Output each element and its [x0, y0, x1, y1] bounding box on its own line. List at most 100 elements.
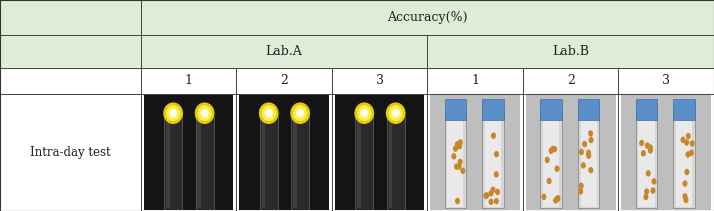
Circle shape — [586, 152, 591, 159]
Circle shape — [689, 150, 694, 156]
Bar — [618, 68, 714, 94]
Text: 2: 2 — [280, 74, 288, 87]
Text: 2: 2 — [567, 74, 575, 87]
Bar — [236, 94, 332, 211]
Circle shape — [457, 143, 462, 150]
Circle shape — [484, 192, 489, 199]
Text: 1: 1 — [471, 74, 479, 87]
Bar — [445, 109, 466, 208]
Circle shape — [644, 188, 649, 195]
Bar — [0, 68, 141, 94]
Bar — [635, 109, 658, 208]
Bar — [427, 94, 523, 211]
Bar — [523, 68, 618, 94]
Bar — [236, 68, 332, 94]
Text: 1: 1 — [184, 74, 193, 87]
Circle shape — [541, 194, 546, 200]
Bar — [0, 0, 141, 35]
Circle shape — [495, 189, 500, 195]
Circle shape — [578, 188, 583, 195]
Circle shape — [451, 153, 456, 160]
Circle shape — [586, 150, 591, 156]
Ellipse shape — [361, 109, 368, 118]
FancyBboxPatch shape — [540, 99, 562, 120]
Circle shape — [645, 170, 650, 177]
Circle shape — [555, 196, 560, 202]
Bar — [447, 112, 463, 207]
Bar — [523, 94, 618, 211]
Circle shape — [455, 141, 460, 147]
Circle shape — [648, 147, 653, 154]
Circle shape — [650, 187, 655, 194]
Text: 3: 3 — [662, 74, 670, 87]
Circle shape — [639, 140, 644, 146]
Ellipse shape — [386, 102, 406, 124]
Circle shape — [555, 165, 560, 172]
Circle shape — [579, 149, 584, 155]
Text: Lab.A: Lab.A — [266, 45, 302, 58]
Circle shape — [683, 197, 688, 203]
Circle shape — [494, 198, 499, 204]
Bar — [427, 35, 714, 68]
Bar — [166, 121, 169, 208]
Bar — [673, 109, 695, 208]
Bar — [427, 68, 523, 94]
Bar — [141, 94, 236, 211]
Circle shape — [461, 168, 466, 174]
Bar — [388, 121, 392, 208]
FancyBboxPatch shape — [482, 99, 504, 120]
Circle shape — [685, 169, 690, 175]
Circle shape — [686, 133, 691, 139]
Circle shape — [488, 190, 493, 197]
Circle shape — [680, 137, 685, 143]
Bar — [485, 112, 501, 207]
Text: 3: 3 — [376, 74, 383, 87]
Circle shape — [455, 198, 460, 204]
Bar — [196, 115, 213, 210]
Bar — [578, 109, 600, 208]
Ellipse shape — [259, 102, 278, 124]
Circle shape — [555, 195, 560, 202]
Circle shape — [684, 139, 689, 146]
Circle shape — [588, 130, 593, 137]
Circle shape — [458, 139, 463, 146]
Ellipse shape — [357, 105, 371, 121]
Circle shape — [458, 159, 463, 165]
Bar — [197, 121, 201, 208]
Circle shape — [690, 140, 695, 147]
Circle shape — [494, 171, 499, 178]
Circle shape — [483, 193, 488, 199]
Circle shape — [648, 144, 653, 151]
Circle shape — [641, 150, 646, 157]
Bar — [618, 94, 714, 211]
Bar — [387, 115, 405, 210]
Circle shape — [643, 194, 648, 200]
Ellipse shape — [388, 105, 403, 121]
Circle shape — [582, 141, 587, 147]
Bar — [164, 115, 182, 210]
Ellipse shape — [392, 109, 400, 118]
Circle shape — [453, 145, 458, 152]
Bar — [540, 109, 562, 208]
Circle shape — [579, 183, 584, 189]
Bar — [0, 94, 141, 211]
Ellipse shape — [169, 109, 177, 118]
Circle shape — [685, 151, 690, 158]
Ellipse shape — [195, 102, 214, 124]
Circle shape — [491, 133, 496, 139]
Ellipse shape — [261, 105, 276, 121]
Bar — [638, 112, 655, 207]
Circle shape — [548, 147, 553, 154]
Ellipse shape — [354, 102, 374, 124]
Circle shape — [645, 142, 650, 149]
Circle shape — [545, 157, 550, 163]
Circle shape — [456, 163, 461, 170]
Circle shape — [588, 137, 593, 143]
Circle shape — [683, 180, 688, 187]
Bar — [0, 35, 141, 68]
Circle shape — [552, 146, 557, 152]
Ellipse shape — [293, 105, 307, 121]
Circle shape — [580, 162, 586, 169]
Text: Accuracy(%): Accuracy(%) — [387, 11, 468, 24]
Bar — [482, 109, 504, 208]
